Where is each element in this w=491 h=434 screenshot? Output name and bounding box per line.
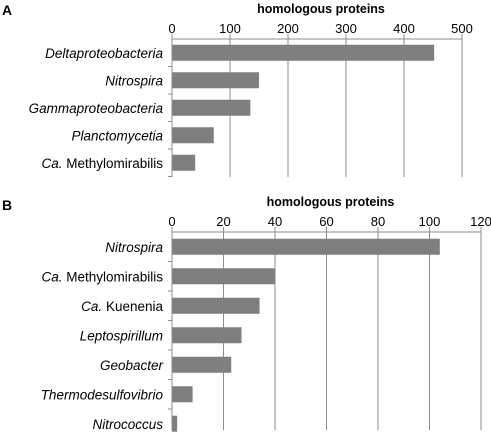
bar — [172, 327, 242, 344]
category-label: Nitrospira — [105, 73, 163, 88]
tick-label: 80 — [371, 214, 385, 229]
tick-label: 120 — [470, 214, 491, 229]
panel-letter: B — [2, 197, 12, 213]
x-axis-label: homologous proteins — [267, 195, 395, 209]
tick-label: 0 — [168, 21, 175, 36]
tick-label: 100 — [219, 21, 241, 36]
category-name: Nitrospira — [105, 73, 163, 88]
category-label: Leptospirillum — [80, 328, 163, 343]
tick-label: 60 — [319, 214, 333, 229]
category-name: Thermodesulfovibrio — [41, 387, 164, 402]
panel-letter: A — [2, 2, 12, 18]
category-name: Gammaproteobacteria — [29, 101, 164, 116]
bar — [172, 297, 260, 314]
category-name: Nitrospira — [105, 240, 163, 255]
category-name: Planctomycetia — [71, 128, 163, 143]
tick-label: 20 — [216, 214, 230, 229]
category-prefix: Ca. — [41, 156, 66, 171]
category-label: Ca. Methylomirabilis — [41, 269, 163, 284]
tick-label: 200 — [277, 21, 299, 36]
tick-label: 400 — [393, 21, 415, 36]
tick-label: 100 — [419, 214, 441, 229]
category-label: Thermodesulfovibrio — [41, 387, 164, 402]
category-label: Nitrococcus — [92, 417, 163, 432]
category-prefix: Ca. — [41, 269, 66, 284]
category-name: Leptospirillum — [80, 328, 163, 343]
bar — [172, 127, 214, 144]
bar — [172, 356, 232, 373]
category-name: Nitrococcus — [92, 417, 163, 432]
category-label: Planctomycetia — [71, 128, 163, 143]
category-name: Methylomirabilis — [66, 269, 163, 284]
category-label: Nitrospira — [105, 240, 163, 255]
bar — [172, 99, 251, 116]
tick-label: 500 — [451, 21, 473, 36]
tick-label: 300 — [335, 21, 357, 36]
category-name: Kuenenia — [106, 299, 164, 314]
category-label: Ca. Methylomirabilis — [41, 156, 163, 171]
bar — [172, 268, 275, 285]
x-axis-label: homologous proteins — [257, 2, 385, 16]
category-prefix: Ca. — [81, 299, 106, 314]
bar — [172, 154, 196, 171]
category-name: Methylomirabilis — [66, 156, 163, 171]
category-name: Deltaproteobacteria — [45, 46, 163, 61]
bar — [172, 44, 435, 61]
category-label: Ca. Kuenenia — [81, 299, 163, 314]
tick-label: 40 — [268, 214, 282, 229]
bar — [172, 72, 259, 89]
bar — [172, 386, 193, 403]
category-label: Gammaproteobacteria — [29, 101, 164, 116]
bar — [172, 415, 178, 432]
category-name: Geobacter — [100, 358, 164, 373]
tick-label: 0 — [168, 214, 175, 229]
bar — [172, 238, 440, 255]
category-label: Geobacter — [100, 358, 164, 373]
category-label: Deltaproteobacteria — [45, 46, 163, 61]
